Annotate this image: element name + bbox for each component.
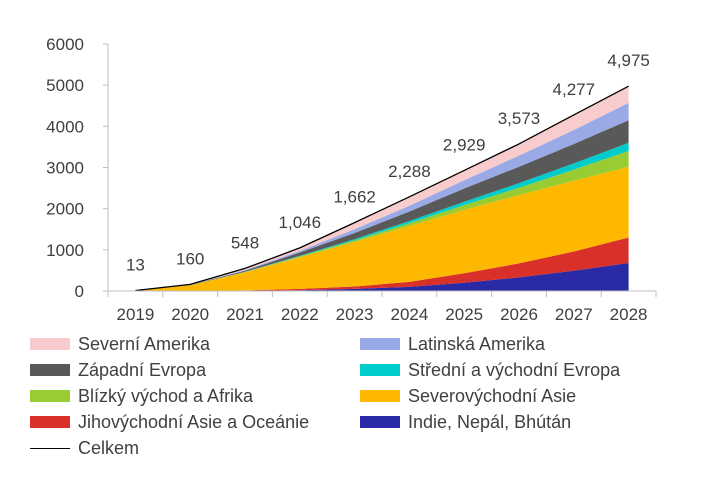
legend-label: Celkem <box>78 437 140 458</box>
legend-label: Jihovýchodní Asie a Oceánie <box>78 411 310 432</box>
y-tick-label: 6000 <box>46 35 84 54</box>
legend-item: Severní Amerika <box>30 332 210 356</box>
y-tick-label: 4000 <box>46 117 84 136</box>
legend-swatch <box>360 338 400 350</box>
data-label: 13 <box>126 255 145 274</box>
data-labels-group: 13 160 548 1,046 1,662 2,288 2,929 3,573 4,277 4,… <box>126 51 650 274</box>
data-label: 3,573 <box>498 109 541 128</box>
data-label: 4,975 <box>607 51 650 70</box>
x-tick-label: 2021 <box>226 305 264 324</box>
legend-item: Západní Evropa <box>30 358 206 382</box>
legend-label: Latinská Amerika <box>408 333 546 354</box>
legend-item: Latinská Amerika <box>360 332 545 356</box>
axes-group: 0 1000 2000 3000 4000 5000 6000 2019 2020 2021 202… <box>46 35 657 324</box>
legend-item: Střední a východní Evropa <box>360 358 620 382</box>
legend-swatch <box>30 416 70 428</box>
y-tick-label: 5000 <box>46 76 84 95</box>
total-line <box>135 85 629 292</box>
data-label: 1,662 <box>333 188 376 207</box>
area-series-2 <box>135 166 629 291</box>
x-tick-label: 2019 <box>116 305 154 324</box>
y-tick-label: 2000 <box>46 200 84 219</box>
area-series-1 <box>135 237 629 291</box>
legend-item: Jihovýchodní Asie a Oceánie <box>30 410 309 434</box>
legend-label: Západní Evropa <box>78 359 207 380</box>
legend-item: Celkem <box>30 436 139 460</box>
stacked-area-chart: 0 1000 2000 3000 4000 5000 6000 2019 2020 2021 202… <box>46 35 657 324</box>
area-series-group <box>135 85 629 292</box>
data-label: 2,929 <box>443 135 486 154</box>
legend-swatch <box>360 416 400 428</box>
legend-item: Blízký východ a Afrika <box>30 384 253 408</box>
data-label: 548 <box>231 233 259 252</box>
x-tick-label: 2022 <box>281 305 319 324</box>
legend-label: Severní Amerika <box>78 333 211 354</box>
y-tick-label: 3000 <box>46 159 84 178</box>
legend-swatch <box>360 364 400 376</box>
x-tick-label: 2024 <box>390 305 428 324</box>
legend-swatch <box>360 390 400 402</box>
legend-label: Indie, Nepál, Bhútán <box>408 411 572 432</box>
x-tick-label: 2025 <box>445 305 483 324</box>
y-tick-label: 1000 <box>46 241 84 260</box>
y-tick-label: 0 <box>75 282 84 301</box>
data-label: 4,277 <box>553 80 596 99</box>
legend-swatch <box>30 390 70 402</box>
legend-swatch <box>30 364 70 376</box>
area-series-0 <box>135 263 629 291</box>
legend-label: Severovýchodní Asie <box>408 385 577 406</box>
data-label: 160 <box>176 249 204 268</box>
legend-swatch <box>30 447 70 449</box>
legend-label: Střední a východní Evropa <box>408 359 621 380</box>
data-label: 1,046 <box>279 213 322 232</box>
x-tick-label: 2023 <box>336 305 374 324</box>
data-label: 2,288 <box>388 162 431 181</box>
legend-label: Blízký východ a Afrika <box>78 385 254 406</box>
legend-swatch <box>30 338 70 350</box>
x-tick-label: 2026 <box>500 305 538 324</box>
x-tick-label: 2028 <box>610 305 648 324</box>
x-tick-label: 2020 <box>171 305 209 324</box>
legend-item: Indie, Nepál, Bhútán <box>360 410 571 434</box>
x-tick-label: 2027 <box>555 305 593 324</box>
legend-item: Severovýchodní Asie <box>360 384 576 408</box>
